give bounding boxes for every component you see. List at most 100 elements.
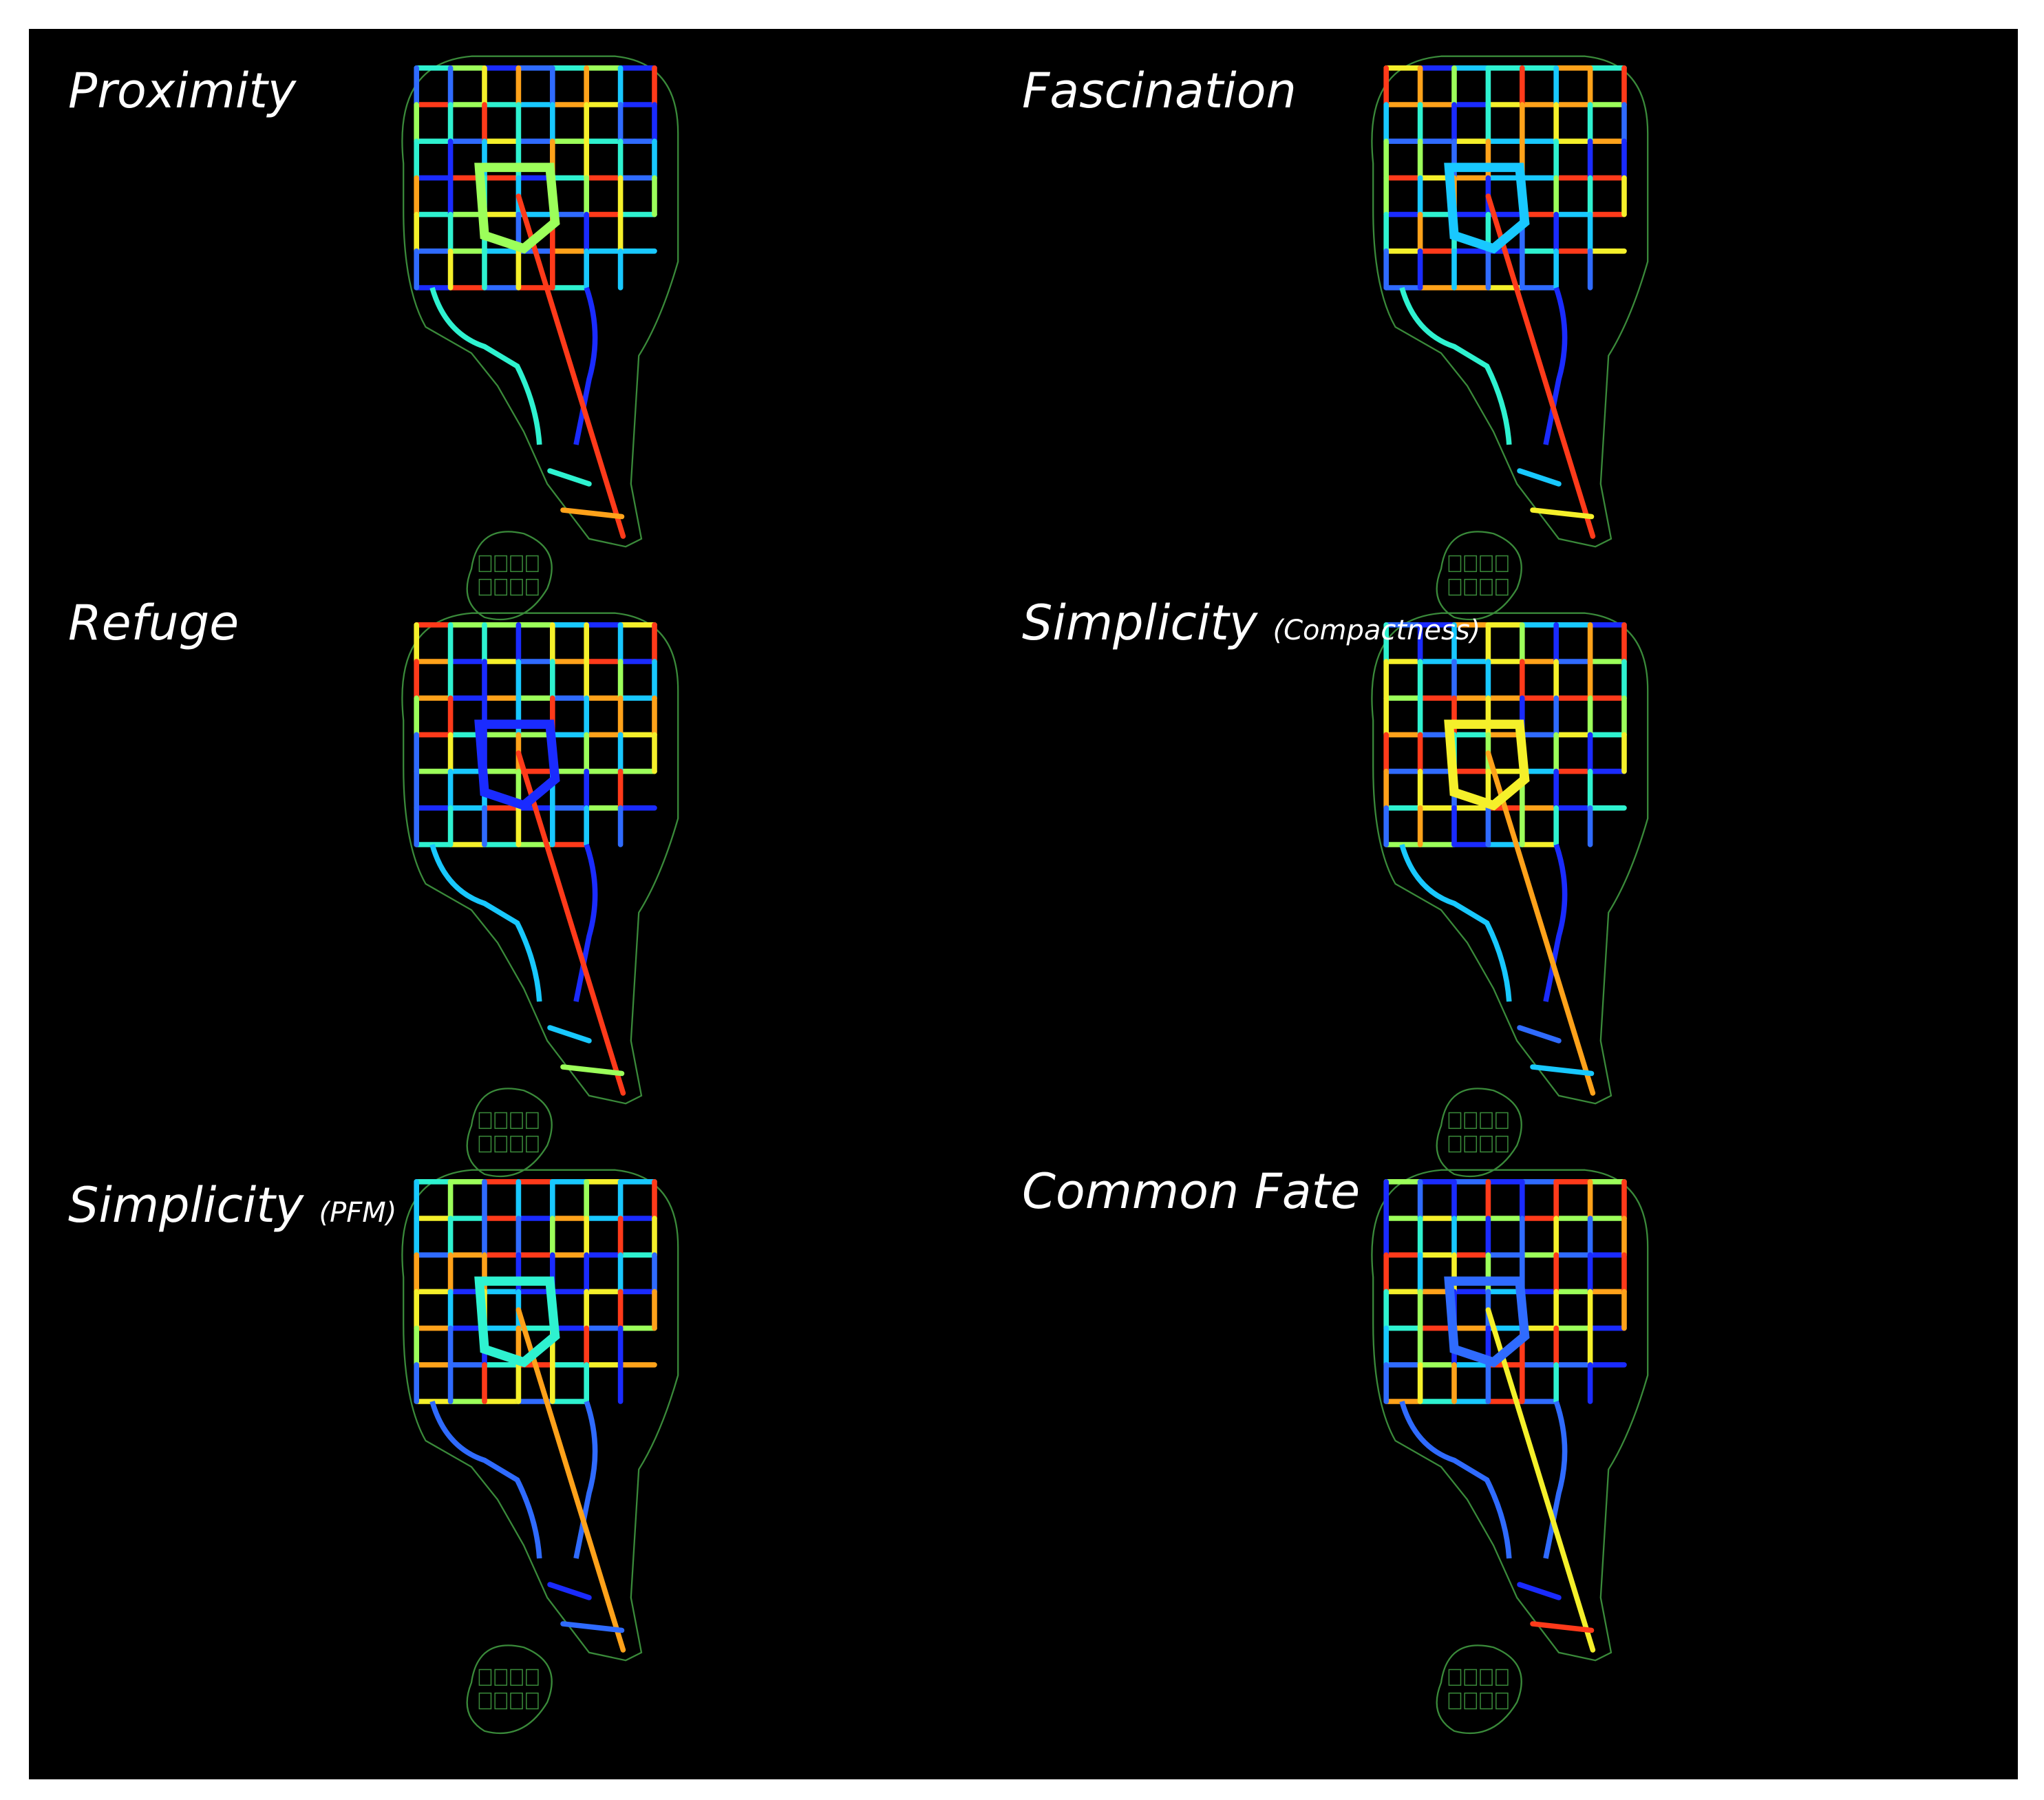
- panel-title: Common Fate: [1022, 1163, 1360, 1220]
- title-main: Refuge: [68, 595, 239, 651]
- harbor-block: [1495, 555, 1509, 573]
- harbor-outline: [1436, 1644, 1522, 1735]
- street: [1485, 750, 1596, 1096]
- harbor-block: [478, 1112, 492, 1130]
- street: [547, 468, 592, 487]
- harbor-block: [1495, 1112, 1509, 1130]
- harbor-outline: [466, 531, 553, 621]
- street-map: [401, 1169, 679, 1735]
- background: [29, 29, 2018, 1779]
- harbor-block: [1448, 1112, 1462, 1130]
- title-main: Simplicity: [1022, 595, 1259, 651]
- harbor-block: [526, 1112, 539, 1130]
- street: [515, 750, 626, 1096]
- harbor-block: [478, 1669, 492, 1686]
- harbor-block: [1480, 1135, 1493, 1153]
- harbor-block: [494, 1669, 508, 1686]
- street: [1399, 843, 1512, 1002]
- harbor-block: [1480, 1112, 1493, 1130]
- street-map: [1371, 612, 1649, 1178]
- plaza: [474, 1276, 560, 1368]
- street: [547, 1582, 592, 1600]
- street: [573, 843, 598, 1002]
- street: [1399, 286, 1512, 445]
- street: [573, 1400, 598, 1559]
- street: [547, 1025, 592, 1044]
- harbor-block: [1464, 1135, 1478, 1153]
- street: [1543, 843, 1568, 1002]
- street-map: [1371, 1169, 1649, 1735]
- street: [1530, 1064, 1595, 1077]
- plaza: [474, 719, 560, 811]
- street: [560, 1621, 625, 1633]
- harbor-block: [1464, 1669, 1478, 1686]
- street: [429, 286, 542, 445]
- harbor-block: [1480, 1692, 1493, 1710]
- title-sub: (PFM): [319, 1197, 396, 1229]
- street: [1517, 468, 1562, 487]
- harbor-block: [526, 555, 539, 573]
- harbor-block: [526, 1692, 539, 1710]
- street: [1543, 1400, 1568, 1559]
- harbor-block: [1480, 578, 1493, 596]
- title-main: Simplicity: [68, 1177, 305, 1233]
- harbor-block: [1448, 1669, 1462, 1686]
- harbor-outline: [1436, 1088, 1522, 1178]
- street-map: [1371, 55, 1649, 621]
- street: [1530, 1621, 1595, 1633]
- street: [429, 843, 542, 1002]
- street: [1517, 1582, 1562, 1600]
- panel-title: Refuge: [68, 595, 239, 651]
- harbor-block: [1464, 1112, 1478, 1130]
- street: [560, 507, 625, 520]
- street: [1399, 1400, 1512, 1559]
- harbor-block: [1495, 1692, 1509, 1710]
- street: [1485, 193, 1596, 539]
- harbor-block: [1480, 1669, 1493, 1686]
- street: [429, 1400, 542, 1559]
- harbor-block: [1495, 578, 1509, 596]
- maps: [401, 55, 1649, 1735]
- plaza: [1444, 1276, 1530, 1368]
- title-main: Common Fate: [1022, 1163, 1360, 1220]
- harbor-block: [1464, 578, 1478, 596]
- harbor-block: [478, 1135, 492, 1153]
- harbor-block: [510, 578, 523, 596]
- title-sub: (Compactness): [1273, 615, 1480, 646]
- harbor-block: [494, 1135, 508, 1153]
- panel-title: Proximity: [68, 63, 297, 119]
- street: [1485, 1307, 1596, 1653]
- harbor-block: [494, 578, 508, 596]
- harbor-block: [510, 1669, 523, 1686]
- harbor-block: [478, 555, 492, 573]
- harbor-block: [1480, 555, 1493, 573]
- harbor-block: [510, 1112, 523, 1130]
- harbor-block: [510, 1135, 523, 1153]
- harbor-block: [526, 578, 539, 596]
- harbor-block: [494, 1692, 508, 1710]
- harbor-block: [526, 1669, 539, 1686]
- harbor-block: [1495, 1135, 1509, 1153]
- street: [1530, 507, 1595, 520]
- harbor-block: [1448, 555, 1462, 573]
- street: [515, 193, 626, 539]
- harbor-block: [510, 1692, 523, 1710]
- title-main: Proximity: [68, 63, 297, 119]
- titles: Proximity Fascination Refuge Simplicity (Co…: [68, 63, 1480, 1233]
- harbor-block: [1464, 1692, 1478, 1710]
- plaza: [1444, 719, 1530, 811]
- street: [1517, 1025, 1562, 1044]
- harbor-block: [1464, 555, 1478, 573]
- title-main: Fascination: [1022, 63, 1297, 119]
- harbor-block: [494, 555, 508, 573]
- harbor-block: [1448, 578, 1462, 596]
- plaza: [1444, 162, 1530, 254]
- street: [560, 1064, 625, 1077]
- street-map: [401, 612, 679, 1178]
- harbor-outline: [1436, 531, 1522, 621]
- harbor-block: [1448, 1135, 1462, 1153]
- street: [573, 286, 598, 445]
- harbor-block: [510, 555, 523, 573]
- street-map: [401, 55, 679, 621]
- harbor-outline: [466, 1644, 553, 1735]
